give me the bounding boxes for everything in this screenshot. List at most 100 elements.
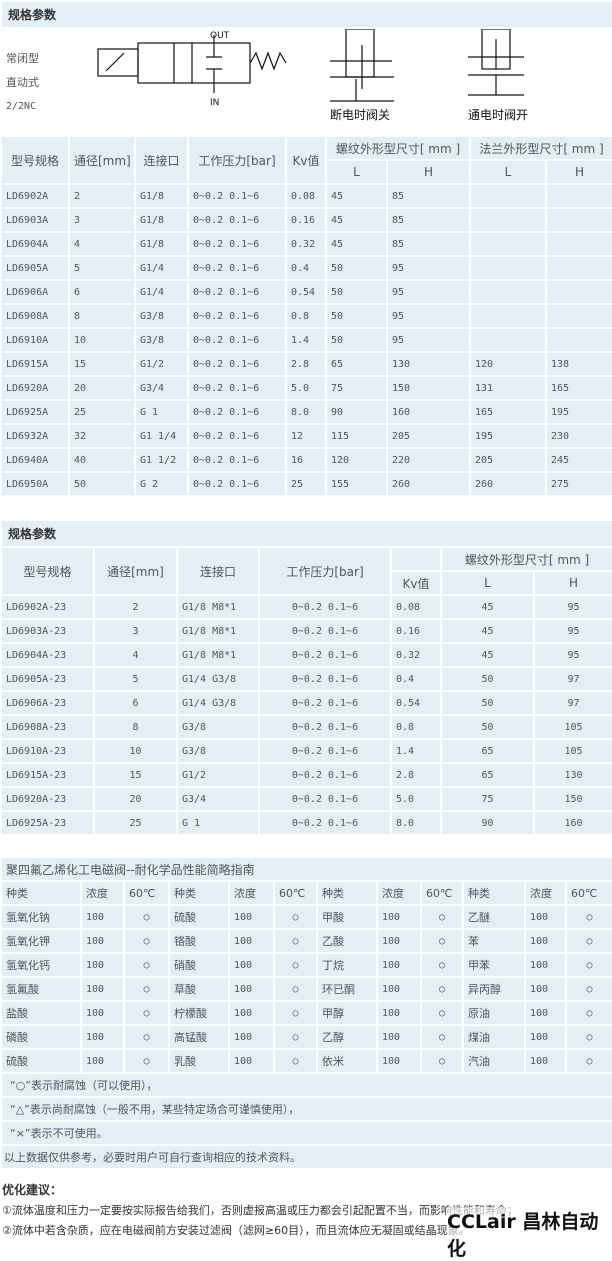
table-cell: 盐酸 [0, 1000, 82, 1026]
table-cell: 0~0.2 0.1~6 [187, 423, 287, 449]
table-cell: 160 [532, 810, 612, 836]
header-cell: 浓度 [376, 880, 422, 906]
table-cell: ○ [420, 1048, 464, 1074]
header-cell: 60℃ [123, 880, 170, 906]
table-cell: 8.0 [285, 399, 327, 425]
table-cell: 95 [386, 327, 471, 353]
table-cell: 100 [80, 952, 125, 978]
table-cell: 草酸 [168, 976, 230, 1002]
table-cell: 0~0.2 0.1~6 [258, 738, 392, 764]
table-cell: G1/8 [134, 231, 189, 257]
table-cell: 100 [228, 904, 275, 930]
table-cell: 50 [440, 714, 535, 740]
table-cell: G1/4 [134, 255, 189, 281]
table-cell: 氢氧化钙 [0, 952, 82, 978]
watermark-logo: CCLair 昌林自动化 [447, 1207, 612, 1261]
table-cell: ○ [123, 976, 170, 1002]
table-cell: ○ [273, 1000, 318, 1026]
table-cell: 75 [325, 375, 388, 401]
table-cell: LD6910A-23 [0, 738, 95, 764]
table-row: LD6920A-23 20 G3/4 0~0.2 0.1~6 5.0 75 150 [0, 786, 612, 812]
table-row: LD6925A-23 25 G 1 0~0.2 0.1~6 8.0 90 160 [0, 810, 612, 836]
table-cell: LD6910A [0, 327, 70, 353]
table-cell: ○ [420, 1000, 464, 1026]
table-cell: 100 [376, 1024, 422, 1050]
table-cell: 100 [376, 976, 422, 1002]
table-cell: 0.8 [390, 714, 442, 740]
table-cell: 45 [325, 207, 388, 233]
table-cell: 0~0.2 0.1~6 [258, 786, 392, 812]
table-cell: ○ [273, 1048, 318, 1074]
table-row: LD6932A 32 G1 1/4 0~0.2 0.1~6 12 115 205 195 230 [0, 423, 612, 449]
table-cell: 150 [532, 786, 612, 812]
table-cell: 100 [228, 928, 275, 954]
note: “×”表示不可使用。 [0, 1120, 612, 1146]
table-cell: 0.54 [285, 279, 327, 305]
table-row: 氢氟酸 100 ○ 草酸 100 ○ 环已酮 100 ○ 异丙醇 100 ○ [0, 976, 612, 1002]
table-cell: 丁烷 [316, 952, 378, 978]
header-cell: 浓度 [228, 880, 275, 906]
table-cell: ○ [273, 976, 318, 1002]
table-cell: 0~0.2 0.1~6 [258, 762, 392, 788]
table-cell: 50 [440, 690, 535, 716]
table-cell: 85 [386, 183, 471, 209]
header-cell: 型号规格 [0, 135, 70, 185]
table-cell: 95 [532, 642, 612, 668]
table-cell: 75 [440, 786, 535, 812]
table-cell: 3 [68, 207, 136, 233]
table-cell: 5.0 [285, 375, 327, 401]
table-cell: G1 1/2 [134, 447, 189, 473]
table-cell: 硫酸 [0, 1048, 82, 1074]
table-cell: ○ [564, 904, 612, 930]
table-cell: 0.16 [285, 207, 327, 233]
table-cell: 100 [524, 1024, 567, 1050]
table-cell: 95 [386, 255, 471, 281]
table-cell: 0~0.2 0.1~6 [187, 399, 287, 425]
table-cell: 0.08 [285, 183, 327, 209]
table-cell: LD6940A [0, 447, 70, 473]
table-cell: 100 [524, 904, 567, 930]
note: “△”表示尚耐腐蚀（一般不用，某些特定场合可谨慎使用）， [0, 1096, 612, 1122]
table-cell: ○ [564, 1000, 612, 1026]
table-cell: 苯 [462, 928, 526, 954]
header-cell: 通径[mm] [68, 135, 136, 185]
table-cell: 煤油 [462, 1024, 526, 1050]
table-cell: 2 [93, 594, 178, 620]
table-row: LD6920A 20 G3/4 0~0.2 0.1~6 5.0 75 150 131 165 [0, 375, 612, 401]
valve-diagrams: OUT IN 断电时阀关 通电时阀开 [71, 27, 612, 135]
table-row: 氢氧化钾 100 ○ 铬酸 100 ○ 乙酸 100 ○ 苯 100 ○ [0, 928, 612, 954]
type-line: 直动式 [6, 76, 39, 89]
table-cell: LD6905A [0, 255, 70, 281]
table-cell: 100 [80, 904, 125, 930]
table-cell: 异丙醇 [462, 976, 526, 1002]
table-cell: G1/8 M8*1 [176, 642, 260, 668]
table-cell: G1/8 [134, 207, 189, 233]
table-cell: 160 [386, 399, 471, 425]
valve-symbol-diagram: OUT IN 断电时阀关 通电时阀开 [97, 29, 528, 122]
table-cell: 65 [440, 738, 535, 764]
table-row: LD6906A-23 6 G1/4 G3/8 0~0.2 0.1~6 0.54 50 97 [0, 690, 612, 716]
table-cell: 16 [285, 447, 327, 473]
table-cell: LD6920A-23 [0, 786, 95, 812]
table-cell: 50 [325, 255, 388, 281]
out-label: OUT [210, 31, 230, 41]
header-cell: L [440, 570, 535, 596]
table-cell: 2.8 [390, 762, 442, 788]
table-cell: 0~0.2 0.1~6 [258, 666, 392, 692]
header-cell: H [532, 570, 612, 596]
table-cell: 3 [93, 618, 178, 644]
advice-title: 优化建议： [2, 1183, 63, 1197]
table-cell: 100 [524, 1000, 567, 1026]
table-cell: 100 [376, 1048, 422, 1074]
table-row: LD6906A 6 G1/4 0~0.2 0.1~6 0.54 50 95 [0, 279, 612, 305]
table-cell: 131 [469, 375, 547, 401]
table-cell [469, 207, 547, 233]
section-title: 规格参数 [0, 0, 612, 29]
table-cell: 100 [228, 1000, 275, 1026]
table-cell: 2 [68, 183, 136, 209]
table-row: LD6904A-23 4 G1/8 M8*1 0~0.2 0.1~6 0.32 45 95 [0, 642, 612, 668]
header-cell: 型号规格 [0, 546, 95, 596]
table-cell: 275 [545, 471, 612, 497]
table-cell: 100 [80, 1000, 125, 1026]
table-cell: G3/8 [134, 303, 189, 329]
